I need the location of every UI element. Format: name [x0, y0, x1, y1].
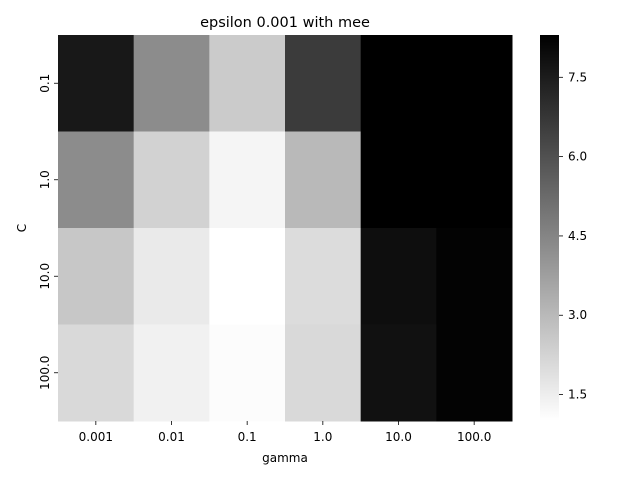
heatmap-cell [58, 131, 135, 229]
heatmap-cell [285, 228, 362, 325]
heatmap-cell [133, 324, 210, 422]
heatmap-cell [133, 35, 210, 132]
heatmap-cells [58, 35, 513, 422]
colorbar-tick-label: 3.0 [568, 308, 587, 322]
heatmap-cell [285, 35, 362, 132]
heatmap-cell [209, 228, 286, 325]
heatmap-cell [58, 324, 135, 422]
x-axis-label: gamma [262, 451, 308, 465]
colorbar-tick-label: 4.5 [568, 229, 587, 243]
heatmap-cell [360, 228, 437, 325]
y-tick-label: 1.0 [38, 170, 52, 189]
heatmap-cell [285, 131, 362, 229]
colorbar-tick-label: 7.5 [568, 70, 587, 84]
heatmap-cell [209, 131, 286, 229]
x-tick-label: 1.0 [313, 430, 332, 444]
x-axis: 0.001 0.01 0.1 1.0 10.0 100.0 [79, 421, 491, 444]
heatmap-cell [360, 131, 437, 229]
heatmap-cell [436, 324, 513, 422]
x-tick-label: 100.0 [457, 430, 491, 444]
heatmap-cell [285, 324, 362, 422]
heatmap-cell [209, 35, 286, 132]
y-axis-label: C [15, 224, 29, 232]
y-tick-label: 10.0 [38, 263, 52, 290]
heatmap-cell [133, 131, 210, 229]
x-tick-label: 0.01 [158, 430, 185, 444]
y-tick-label: 100.0 [38, 356, 52, 390]
y-tick-label: 0.1 [38, 74, 52, 93]
chart-title: epsilon 0.001 with mee [200, 15, 370, 31]
colorbar-ticks: 1.5 3.0 4.5 6.0 7.5 [559, 70, 587, 402]
heatmap-cell [436, 35, 513, 132]
x-tick-label: 0.001 [79, 430, 113, 444]
y-axis: 0.1 1.0 10.0 100.0 [38, 74, 58, 390]
heatmap-cell [436, 131, 513, 229]
x-tick-label: 10.0 [385, 430, 412, 444]
x-tick-label: 0.1 [238, 430, 257, 444]
heatmap-cell [133, 228, 210, 325]
heatmap-cell [436, 228, 513, 325]
colorbar-tick-label: 1.5 [568, 388, 587, 402]
heatmap-cell [360, 35, 437, 132]
heatmap-cell [58, 228, 135, 325]
colorbar [540, 35, 559, 421]
heatmap-cell [360, 324, 437, 422]
heatmap-cell [58, 35, 135, 132]
colorbar-tick-label: 6.0 [568, 150, 587, 164]
heatmap-cell [209, 324, 286, 422]
